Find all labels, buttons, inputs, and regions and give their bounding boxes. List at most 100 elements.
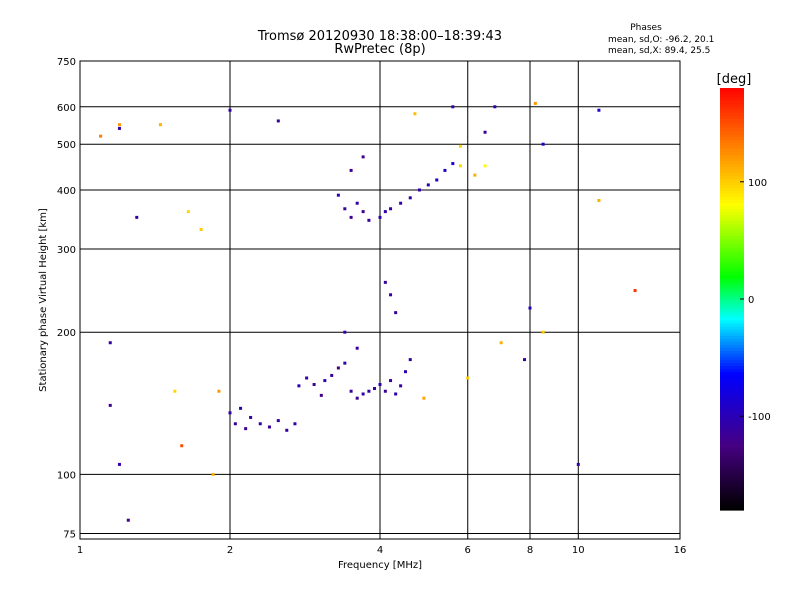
colorbar-segment [720,368,744,372]
colorbar-segment [720,244,744,249]
colorbar-segment [720,205,744,210]
colorbar-segment [720,482,744,487]
data-point [228,411,232,415]
data-point [276,419,280,423]
data-point [258,422,262,426]
colorbar-ticks: 100 0 -100 [740,178,771,423]
colorbar-segment [720,223,744,228]
colorbar-segment [720,398,744,403]
colorbar-segment [720,175,744,180]
colorbar-segment [720,500,744,505]
data-point [199,227,203,231]
colorbar-segment [720,410,744,415]
data-point [173,389,177,393]
data-point [158,123,162,127]
colorbar-tick-label: 0 [748,295,754,306]
colorbar-segment [720,112,744,116]
x-axis-label: Frequency [MHz] [338,560,422,571]
colorbar-segment [720,115,744,119]
data-point [394,392,398,396]
data-point [422,396,426,400]
data-point [413,112,417,116]
y-axis-ticks: 75 100 200 300 400 500 600 750 [57,57,76,540]
colorbar-segment [720,437,744,442]
colorbar-segment [720,425,744,430]
data-point [367,389,371,393]
colorbar-segment [720,362,744,366]
colorbar-tick-label: -100 [748,412,771,423]
colorbar-segment [720,338,744,342]
data-point [399,384,403,388]
data-point [297,384,301,388]
y-tick-label: 750 [57,57,76,68]
colorbar-segment [720,341,744,345]
colorbar-segment [720,88,744,92]
data-point [355,346,359,350]
colorbar-segment [720,320,744,324]
data-point [228,108,232,112]
colorbar-segment [720,416,744,421]
colorbar-segment [720,395,744,400]
colorbar-segment [720,289,744,294]
colorbar-segment [720,253,744,258]
data-point [426,183,430,187]
colorbar [720,88,744,511]
colorbar-segment [720,136,744,140]
data-point [249,415,253,419]
colorbar-segment [720,139,744,143]
x-tick-label: 10 [572,545,585,556]
colorbar-segment [720,283,744,288]
colorbar-segment [720,371,744,375]
data-point [373,387,377,391]
colorbar-segment [720,431,744,436]
data-point [117,123,121,127]
colorbar-segment [720,299,744,303]
data-point [343,361,347,365]
data-point [378,383,382,387]
colorbar-segment [720,386,744,391]
data-point [217,389,221,393]
colorbar-segment [720,458,744,463]
colorbar-segment [720,356,744,360]
colorbar-segment [720,94,744,98]
colorbar-label: [deg] [717,72,752,87]
colorbar-segment [720,359,744,363]
data-point [355,396,359,400]
x-axis-ticks: 1 2 4 6 8 10 16 [77,545,687,556]
colorbar-segment [720,344,744,348]
data-point [267,425,271,429]
colorbar-segment [720,262,744,267]
colorbar-segment [720,497,744,502]
colorbar-segment [720,124,744,128]
colorbar-segment [720,392,744,397]
colorbar-segment [720,317,744,321]
colorbar-segment [720,160,744,164]
data-point [399,201,403,205]
x-tick-label: 6 [465,545,471,556]
colorbar-segment [720,172,744,177]
data-points [99,101,637,522]
colorbar-segment [720,199,744,204]
colorbar-segment [720,106,744,110]
y-tick-label: 100 [57,470,76,481]
data-point [499,341,503,345]
colorbar-segment [720,133,744,137]
colorbar-segment [720,208,744,213]
data-point [336,193,340,197]
grid-lines [80,61,680,539]
data-point [493,105,497,109]
colorbar-segment [720,389,744,394]
colorbar-segment [720,452,744,457]
colorbar-segment [720,295,744,300]
data-point [319,393,323,397]
colorbar-segment [720,494,744,499]
data-point [355,201,359,205]
colorbar-segment [720,440,744,445]
colorbar-segment [720,383,744,388]
colorbar-segment [720,473,744,478]
data-point [523,358,527,362]
colorbar-segment [720,130,744,134]
colorbar-segment [720,286,744,291]
data-point [408,358,412,362]
data-point [349,389,353,393]
